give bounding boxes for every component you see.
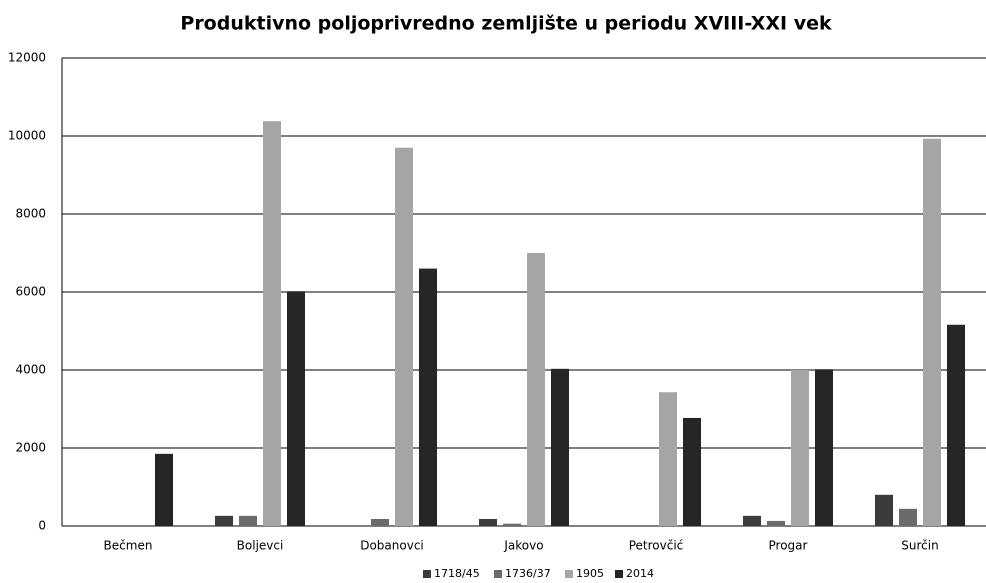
x-tick-label: Dobanovci xyxy=(360,539,424,553)
legend-swatch xyxy=(423,570,431,578)
bar xyxy=(239,515,257,526)
x-tick-label: Progar xyxy=(769,539,808,553)
x-tick-label: Petrovčić xyxy=(629,539,684,553)
x-tick-label: Jakovo xyxy=(503,539,543,553)
bar xyxy=(791,370,809,526)
chart-title: Produktivno poljoprivredno zemljište u p… xyxy=(180,13,832,35)
legend-swatch xyxy=(565,570,573,578)
bar xyxy=(287,291,305,526)
bar xyxy=(263,121,281,527)
bar xyxy=(503,523,521,526)
bar xyxy=(743,515,761,526)
y-tick-label: 2000 xyxy=(15,441,46,455)
bar xyxy=(215,515,233,526)
bar xyxy=(419,268,437,526)
bar xyxy=(479,518,497,526)
y-tick-label: 0 xyxy=(38,519,46,533)
bar xyxy=(659,392,677,526)
bar xyxy=(155,453,173,526)
bar xyxy=(767,520,785,526)
bar xyxy=(875,494,893,526)
legend-label: 1718/45 xyxy=(434,567,480,580)
bar xyxy=(371,518,389,526)
legend-swatch xyxy=(494,570,502,578)
bar xyxy=(899,508,917,526)
bar xyxy=(395,147,413,526)
bar xyxy=(683,417,701,526)
y-tick-label: 12000 xyxy=(8,51,46,65)
bar xyxy=(947,324,965,526)
y-tick-label: 6000 xyxy=(15,285,46,299)
bar xyxy=(923,138,941,527)
y-tick-label: 10000 xyxy=(8,129,46,143)
legend-label: 1736/37 xyxy=(505,567,551,580)
legend-label: 1905 xyxy=(576,567,604,580)
x-tick-label: Boljevci xyxy=(237,539,284,553)
bar xyxy=(551,368,569,526)
bar xyxy=(527,253,545,526)
y-tick-label: 4000 xyxy=(15,363,46,377)
y-tick-label: 8000 xyxy=(15,207,46,221)
x-tick-label: Surčin xyxy=(901,539,938,553)
x-tick-label: Bečmen xyxy=(104,539,153,553)
legend-swatch xyxy=(615,570,623,578)
bar xyxy=(815,369,833,526)
legend-label: 2014 xyxy=(626,567,654,580)
